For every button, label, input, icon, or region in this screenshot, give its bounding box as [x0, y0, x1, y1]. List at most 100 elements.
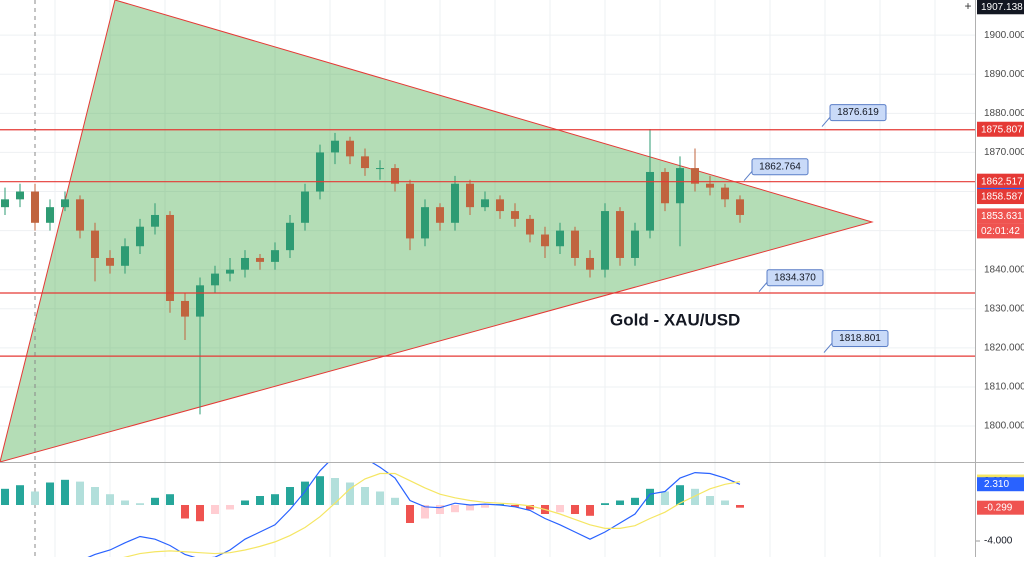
- macd-histogram-bar: [331, 478, 339, 506]
- macd-histogram-bar: [601, 503, 609, 506]
- macd-histogram-bar: [676, 485, 684, 506]
- macd-histogram-bar: [511, 505, 519, 507]
- candle-body: [676, 168, 684, 204]
- macd-tick-label: -4.000: [984, 536, 1013, 547]
- price-tag: [977, 189, 1024, 205]
- macd-histogram-bar: [241, 500, 249, 506]
- macd-histogram-bar: [211, 505, 219, 514]
- candle-body: [541, 234, 549, 247]
- price-pane: [0, 128, 975, 415]
- callout-box: [831, 330, 889, 348]
- y-tick-label: 1890.000: [984, 69, 1024, 80]
- macd-histogram-bar: [481, 505, 489, 508]
- candle-body: [721, 187, 729, 200]
- candle-body: [601, 211, 609, 270]
- price-tag: [977, 121, 1024, 137]
- candle-body: [46, 207, 54, 223]
- macd-histogram-bar: [571, 505, 579, 514]
- candle-body: [421, 207, 429, 239]
- callout-box: [766, 269, 824, 287]
- candle-body: [631, 230, 639, 258]
- macd-histogram-bar: [316, 476, 324, 506]
- macd-histogram-bar: [31, 491, 39, 506]
- y-tick-label: 1880.000: [984, 108, 1024, 119]
- candle-body: [166, 214, 174, 301]
- macd-tick-tag: [977, 500, 1024, 515]
- macd-histogram-bar: [466, 505, 474, 511]
- price-tag: [977, 0, 1024, 15]
- macd-histogram-bar: [76, 481, 84, 506]
- macd-tick-tag: [977, 477, 1024, 492]
- macd-histogram-bar: [226, 505, 234, 510]
- crosshair-icon[interactable]: [962, 1, 974, 13]
- candle-body: [286, 222, 294, 251]
- countdown-tag: [977, 223, 1024, 239]
- candle-body: [241, 257, 249, 270]
- y-tick-label: 1870.000: [984, 147, 1024, 158]
- candle-body: [61, 199, 69, 208]
- macd-histogram-bar: [346, 482, 354, 506]
- y-tick-label: 1810.000: [984, 382, 1024, 393]
- macd-histogram-bar: [526, 505, 534, 510]
- candle-body: [646, 171, 654, 231]
- candle-body: [301, 191, 309, 223]
- macd-histogram-bar: [616, 500, 624, 506]
- callout-label: 1818.801: [839, 333, 881, 344]
- macd-histogram-bar: [46, 482, 54, 506]
- candle-body: [1, 199, 9, 208]
- price-axis: 1900.0001890.0001880.0001870.0001860.000…: [976, 0, 1024, 547]
- macd-histogram-bar: [196, 505, 204, 522]
- macd-histogram-bar: [136, 503, 144, 506]
- macd-histogram-bar: [61, 479, 69, 506]
- macd-histogram-bar: [256, 496, 264, 506]
- candle-body: [361, 156, 369, 169]
- candle-body: [526, 218, 534, 235]
- y-tick-label: 1900.000: [984, 30, 1024, 41]
- candle-body: [151, 214, 159, 227]
- candle-body: [271, 250, 279, 262]
- macd-pane: [1, 463, 744, 557]
- candle-body: [436, 207, 444, 223]
- candle-body: [511, 211, 519, 219]
- macd-histogram-bar: [301, 481, 309, 506]
- macd-histogram-bar: [586, 505, 594, 516]
- price-tag: [977, 173, 1024, 189]
- candle-body: [571, 230, 579, 258]
- price-tag-label: 1907.138: [981, 2, 1023, 13]
- macd-histogram-bar: [691, 488, 699, 506]
- macd-histogram-bar: [736, 505, 744, 508]
- candle-body: [556, 230, 564, 247]
- chart-title: Gold - XAU/USD: [610, 310, 740, 329]
- candle-body: [496, 199, 504, 212]
- candle-body: [316, 152, 324, 192]
- candle-body: [346, 140, 354, 157]
- macd-histogram-bar: [121, 500, 129, 506]
- candle-body: [211, 273, 219, 286]
- macd-histogram-bar: [106, 494, 114, 506]
- macd-histogram-bar: [436, 505, 444, 514]
- crosshair-icon-glyph: +: [964, 0, 971, 13]
- y-tick-label: 1820.000: [984, 343, 1024, 354]
- candle-body: [451, 183, 459, 223]
- candle-body: [226, 269, 234, 274]
- signal-line: [123, 472, 741, 557]
- macd-histogram-bar: [721, 500, 729, 506]
- macd-histogram-bar: [661, 491, 669, 506]
- macd-histogram-bar: [1, 488, 9, 506]
- candle-body: [706, 183, 714, 188]
- callout-label: 1876.619: [837, 107, 879, 118]
- candle-body: [121, 246, 129, 266]
- candle-body: [736, 199, 744, 215]
- y-tick-label: 1800.000: [984, 421, 1024, 432]
- triangle-pattern: [0, 0, 874, 463]
- candle-body: [196, 285, 204, 317]
- candle-body: [661, 171, 669, 204]
- candle-body: [376, 168, 384, 170]
- price-tag-label: 1853.631: [981, 211, 1023, 222]
- candle-body: [466, 183, 474, 208]
- candle-body: [391, 168, 399, 184]
- macd-histogram-bar: [421, 505, 429, 519]
- candle-body: [91, 230, 99, 258]
